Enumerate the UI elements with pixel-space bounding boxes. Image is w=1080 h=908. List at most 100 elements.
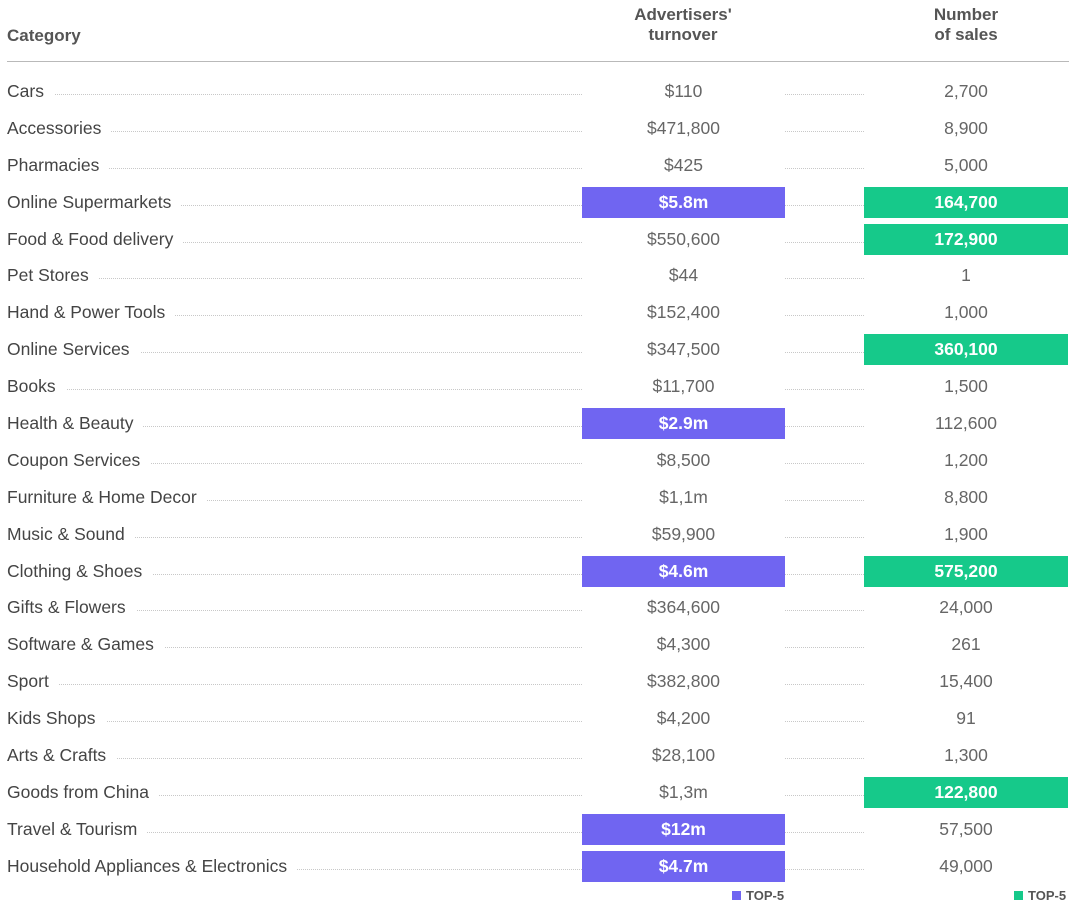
dotted-leader <box>766 684 902 686</box>
dotted-leader <box>12 758 602 760</box>
dotted-leader <box>766 94 902 95</box>
turnover-cell: $152,400 <box>582 297 785 329</box>
dotted-leader <box>766 278 902 280</box>
table-row: Travel & Tourism $12m 57,500 <box>0 811 1080 848</box>
dotted-leader <box>12 499 602 501</box>
legend-turnover-top5: TOP-5 <box>732 888 784 904</box>
category-cell: Goods from China <box>7 779 160 804</box>
category-cell: Software & Games <box>7 632 164 657</box>
category-cell: Sport <box>7 669 59 694</box>
dotted-leader <box>12 610 602 612</box>
table-row: Online Services $347,500 360,100 <box>0 331 1080 368</box>
legend-swatch-purple <box>732 891 741 900</box>
sales-cell: 2,700 <box>864 76 1068 107</box>
dotted-leader <box>12 462 602 464</box>
category-cell: Kids Shops <box>7 706 106 731</box>
sales-cell: 5,000 <box>864 149 1068 181</box>
table-row: Gifts & Flowers $364,600 24,000 <box>0 589 1080 626</box>
sales-cell: 49,000 <box>864 850 1068 882</box>
table-row: Arts & Crafts $28,100 1,300 <box>0 737 1080 774</box>
dotted-leader <box>12 167 602 169</box>
category-cell: Health & Beauty <box>7 411 144 436</box>
turnover-cell: $550,600 <box>582 223 785 255</box>
dotted-leader <box>12 794 602 796</box>
sales-cell: 112,600 <box>864 408 1068 440</box>
table-row: Books $11,700 1,500 <box>0 368 1080 405</box>
table-header: Category Advertisers' turnover Number of… <box>0 0 1080 62</box>
table-row: Food & Food delivery $550,600 172,900 <box>0 221 1080 258</box>
legend-sales-top5: TOP-5 <box>1014 888 1066 904</box>
header-sales-line2: of sales <box>934 25 998 44</box>
turnover-cell-top5: $5.8m <box>582 186 785 218</box>
turnover-cell: $1,1m <box>582 481 785 513</box>
dotted-leader <box>12 573 602 575</box>
dotted-leader <box>12 278 602 280</box>
category-cell: Accessories <box>7 115 112 140</box>
dotted-leader <box>766 831 902 833</box>
category-cell: Online Services <box>7 337 140 362</box>
turnover-cell: $4,300 <box>582 629 785 661</box>
table-row: Pharmacies $425 5,000 <box>0 147 1080 184</box>
sales-cell: 1 <box>864 260 1068 292</box>
dotted-leader <box>12 426 602 428</box>
turnover-cell: $28,100 <box>582 740 785 772</box>
sales-cell: 15,400 <box>864 666 1068 698</box>
category-cell: Pet Stores <box>7 263 99 288</box>
table-row: Coupon Services $8,500 1,200 <box>0 442 1080 479</box>
sales-cell: 8,900 <box>864 112 1068 144</box>
turnover-cell: $8,500 <box>582 444 785 476</box>
category-cell: Arts & Crafts <box>7 743 117 768</box>
legend-swatch-green <box>1014 891 1023 900</box>
turnover-cell: $11,700 <box>582 371 785 403</box>
turnover-cell: $44 <box>582 260 785 292</box>
dotted-leader <box>766 167 902 169</box>
dotted-leader <box>766 573 902 575</box>
dotted-leader <box>12 352 602 354</box>
header-advertisers-turnover: Advertisers' turnover <box>583 5 783 45</box>
header-turnover-line2: turnover <box>648 25 718 44</box>
sales-cell-top5: 122,800 <box>864 776 1068 808</box>
sales-cell: 1,000 <box>864 297 1068 329</box>
dotted-leader <box>12 721 602 723</box>
sales-cell-top5: 172,900 <box>864 223 1068 255</box>
category-cell: Books <box>7 374 66 399</box>
header-turnover-line1: Advertisers' <box>634 5 732 24</box>
table-row: Online Supermarkets $5.8m 164,700 <box>0 184 1080 221</box>
dotted-leader <box>766 315 902 317</box>
table-row: Pet Stores $44 1 <box>0 257 1080 294</box>
turnover-cell: $425 <box>582 149 785 181</box>
dotted-leader <box>12 831 602 833</box>
dotted-leader <box>766 204 902 206</box>
dotted-leader <box>12 536 602 538</box>
table-row: Hand & Power Tools $152,400 1,000 <box>0 294 1080 331</box>
table-row: Kids Shops $4,200 91 <box>0 700 1080 737</box>
table-row: Accessories $471,800 8,900 <box>0 110 1080 147</box>
category-cell: Hand & Power Tools <box>7 300 176 325</box>
table-body: Cars $110 2,700 Accessories $471,800 8,900 Pha… <box>0 73 1080 885</box>
table-row: Furniture & Home Decor $1,1m 8,800 <box>0 479 1080 516</box>
turnover-cell: $110 <box>582 76 785 107</box>
sales-cell: 261 <box>864 629 1068 661</box>
table-row: Cars $110 2,700 <box>0 73 1080 110</box>
dotted-leader <box>766 426 902 428</box>
category-cell: Online Supermarkets <box>7 189 182 214</box>
dotted-leader <box>766 868 902 870</box>
sales-cell: 1,300 <box>864 740 1068 772</box>
table-row: Clothing & Shoes $4.6m 575,200 <box>0 553 1080 590</box>
sales-cell: 1,200 <box>864 444 1068 476</box>
table-row: Household Appliances & Electronics $4.7m 4… <box>0 848 1080 885</box>
sales-cell-top5: 360,100 <box>864 334 1068 366</box>
category-cell: Pharmacies <box>7 152 110 177</box>
sales-cell: 24,000 <box>864 592 1068 624</box>
dotted-leader <box>766 389 902 391</box>
turnover-cell: $1,3m <box>582 776 785 808</box>
dotted-leader <box>12 94 602 95</box>
sales-cell: 1,900 <box>864 518 1068 550</box>
header-divider <box>7 61 1069 62</box>
turnover-cell-top5: $12m <box>582 813 785 845</box>
turnover-cell: $471,800 <box>582 112 785 144</box>
category-cell: Furniture & Home Decor <box>7 484 207 509</box>
table-row: Goods from China $1,3m 122,800 <box>0 774 1080 811</box>
table-row: Software & Games $4,300 261 <box>0 626 1080 663</box>
category-cell: Coupon Services <box>7 447 151 472</box>
